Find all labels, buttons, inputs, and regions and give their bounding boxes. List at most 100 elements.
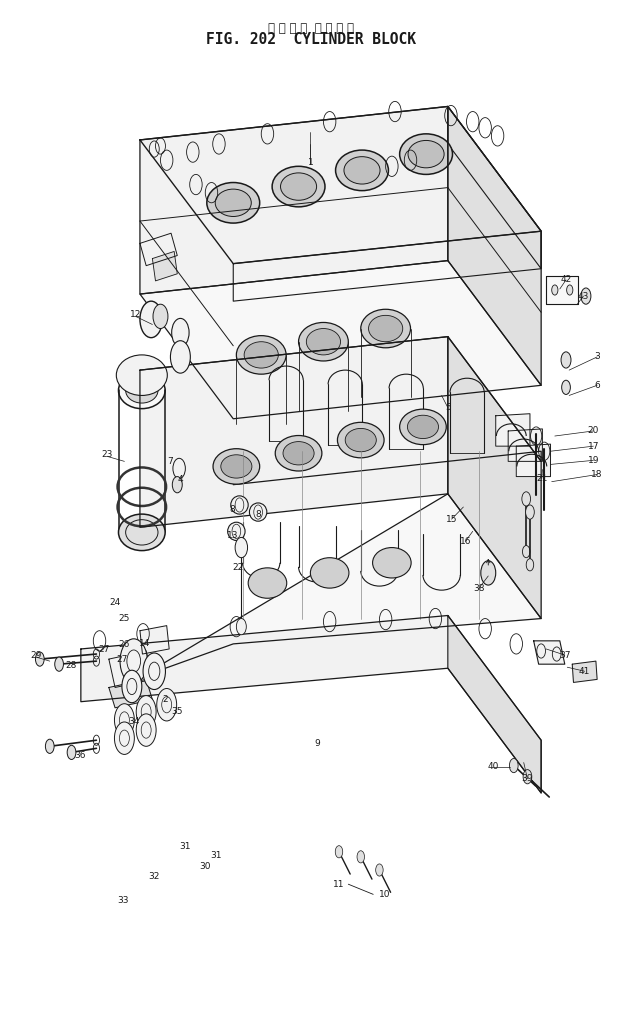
- Polygon shape: [534, 641, 565, 664]
- Circle shape: [236, 619, 246, 635]
- Text: 38: 38: [473, 584, 485, 592]
- Polygon shape: [140, 626, 169, 654]
- Ellipse shape: [275, 435, 322, 470]
- Polygon shape: [233, 231, 541, 301]
- Text: FIG. 202  CYLINDER BLOCK: FIG. 202 CYLINDER BLOCK: [206, 32, 416, 48]
- Circle shape: [122, 670, 142, 703]
- Text: 12: 12: [130, 310, 141, 318]
- Circle shape: [157, 689, 177, 721]
- Text: 35: 35: [172, 708, 183, 716]
- Text: 17: 17: [588, 442, 599, 450]
- Polygon shape: [109, 679, 152, 708]
- Text: 19: 19: [588, 456, 599, 464]
- Ellipse shape: [399, 409, 447, 444]
- Circle shape: [522, 546, 530, 558]
- Text: 11: 11: [333, 880, 345, 888]
- Text: 41: 41: [579, 667, 590, 675]
- Circle shape: [561, 352, 571, 368]
- Text: 21: 21: [536, 475, 547, 483]
- Text: 24: 24: [109, 598, 121, 606]
- Text: 34: 34: [128, 718, 139, 726]
- Text: 10: 10: [379, 890, 390, 898]
- Circle shape: [55, 657, 63, 671]
- Text: 8: 8: [230, 505, 236, 513]
- Text: 14: 14: [139, 640, 150, 648]
- Ellipse shape: [228, 522, 245, 540]
- Ellipse shape: [408, 141, 444, 167]
- Polygon shape: [140, 106, 541, 264]
- Ellipse shape: [399, 134, 453, 174]
- Circle shape: [172, 477, 182, 493]
- Text: 27: 27: [116, 655, 128, 663]
- Circle shape: [35, 652, 44, 666]
- Text: 15: 15: [446, 515, 457, 523]
- Text: 40: 40: [488, 763, 499, 771]
- Text: 39: 39: [522, 775, 533, 783]
- Text: 20: 20: [588, 427, 599, 435]
- Ellipse shape: [337, 422, 384, 458]
- Text: 25: 25: [119, 614, 130, 623]
- Ellipse shape: [118, 372, 165, 409]
- Ellipse shape: [249, 503, 267, 521]
- Ellipse shape: [221, 454, 252, 478]
- Circle shape: [235, 537, 248, 558]
- Circle shape: [136, 714, 156, 746]
- Circle shape: [335, 846, 343, 858]
- Ellipse shape: [306, 329, 341, 355]
- Circle shape: [143, 653, 165, 690]
- Text: 2: 2: [162, 696, 168, 704]
- Text: 18: 18: [592, 470, 603, 479]
- Polygon shape: [152, 251, 177, 281]
- Ellipse shape: [126, 378, 158, 403]
- Ellipse shape: [272, 166, 325, 207]
- Ellipse shape: [407, 416, 439, 438]
- Text: シ リ ン ダ  ブ ロ ッ ク: シ リ ン ダ ブ ロ ッ ク: [268, 22, 354, 35]
- Circle shape: [67, 745, 76, 759]
- Circle shape: [522, 492, 531, 506]
- Polygon shape: [572, 661, 597, 682]
- Text: 4: 4: [177, 476, 183, 484]
- Ellipse shape: [299, 322, 348, 361]
- Circle shape: [509, 758, 518, 773]
- Circle shape: [526, 559, 534, 571]
- Text: 36: 36: [74, 751, 85, 759]
- Polygon shape: [81, 615, 541, 793]
- Circle shape: [357, 851, 364, 863]
- Text: 5: 5: [445, 404, 451, 412]
- Polygon shape: [140, 494, 541, 677]
- Circle shape: [581, 288, 591, 304]
- Ellipse shape: [283, 442, 314, 464]
- Circle shape: [526, 505, 534, 519]
- Ellipse shape: [207, 183, 260, 223]
- Polygon shape: [516, 444, 550, 477]
- Ellipse shape: [118, 514, 165, 551]
- Text: 32: 32: [149, 872, 160, 880]
- Circle shape: [562, 380, 570, 394]
- Polygon shape: [140, 261, 541, 419]
- Text: 37: 37: [559, 651, 570, 659]
- Ellipse shape: [344, 156, 380, 185]
- Text: 31: 31: [180, 843, 191, 851]
- Polygon shape: [448, 337, 541, 619]
- Circle shape: [136, 696, 156, 728]
- Polygon shape: [496, 414, 530, 446]
- Circle shape: [120, 639, 147, 683]
- Ellipse shape: [244, 342, 279, 368]
- Circle shape: [153, 304, 168, 329]
- Text: 8: 8: [255, 510, 261, 518]
- Ellipse shape: [213, 448, 260, 484]
- Ellipse shape: [361, 309, 411, 348]
- Ellipse shape: [281, 172, 317, 200]
- Polygon shape: [140, 337, 448, 527]
- Text: 30: 30: [200, 863, 211, 871]
- Polygon shape: [109, 651, 152, 687]
- Polygon shape: [140, 337, 541, 485]
- Polygon shape: [448, 615, 541, 793]
- Circle shape: [173, 458, 185, 479]
- Circle shape: [481, 561, 496, 585]
- Circle shape: [172, 318, 189, 347]
- Text: 9: 9: [314, 739, 320, 747]
- Text: 33: 33: [118, 896, 129, 904]
- Ellipse shape: [310, 558, 349, 588]
- Text: 28: 28: [65, 661, 77, 669]
